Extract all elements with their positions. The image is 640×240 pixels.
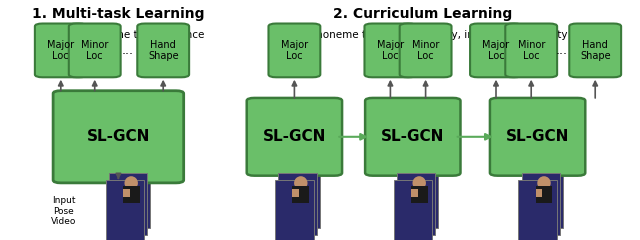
FancyBboxPatch shape bbox=[365, 24, 417, 77]
Text: 2. Curriculum Learning: 2. Curriculum Learning bbox=[333, 7, 512, 21]
Text: Hand
Shape: Hand Shape bbox=[580, 40, 611, 61]
Text: ...: ... bbox=[556, 44, 568, 57]
FancyBboxPatch shape bbox=[112, 166, 150, 228]
FancyBboxPatch shape bbox=[278, 173, 317, 235]
FancyBboxPatch shape bbox=[247, 98, 342, 176]
Text: SL-GCN: SL-GCN bbox=[381, 129, 445, 144]
FancyBboxPatch shape bbox=[35, 24, 87, 77]
FancyBboxPatch shape bbox=[394, 180, 432, 240]
Text: Learn phoneme types sequentially, in order of difficulty: Learn phoneme types sequentially, in ord… bbox=[277, 30, 568, 40]
Text: ...: ... bbox=[122, 44, 134, 57]
FancyBboxPatch shape bbox=[490, 98, 585, 176]
FancyBboxPatch shape bbox=[522, 173, 560, 235]
Text: Minor
Loc: Minor Loc bbox=[412, 40, 439, 61]
Text: Minor
Loc: Minor Loc bbox=[518, 40, 545, 61]
Ellipse shape bbox=[538, 176, 550, 190]
FancyBboxPatch shape bbox=[400, 24, 452, 77]
Text: Major
Loc: Major Loc bbox=[281, 40, 308, 61]
FancyBboxPatch shape bbox=[53, 91, 184, 183]
Ellipse shape bbox=[294, 176, 307, 190]
Text: Hand
Shape: Hand Shape bbox=[148, 40, 179, 61]
FancyBboxPatch shape bbox=[269, 24, 320, 77]
FancyBboxPatch shape bbox=[397, 173, 435, 235]
Text: Input
Pose
Video: Input Pose Video bbox=[51, 196, 77, 226]
Text: Minor
Loc: Minor Loc bbox=[81, 40, 108, 61]
FancyBboxPatch shape bbox=[292, 186, 309, 203]
FancyBboxPatch shape bbox=[275, 180, 314, 240]
Text: Learn all phoneme types at once: Learn all phoneme types at once bbox=[33, 30, 204, 40]
Ellipse shape bbox=[413, 176, 426, 190]
FancyBboxPatch shape bbox=[411, 189, 418, 197]
FancyBboxPatch shape bbox=[292, 189, 300, 197]
FancyBboxPatch shape bbox=[106, 180, 144, 240]
Ellipse shape bbox=[125, 176, 138, 190]
FancyBboxPatch shape bbox=[123, 189, 130, 197]
FancyBboxPatch shape bbox=[282, 166, 320, 228]
Text: SL-GCN: SL-GCN bbox=[262, 129, 326, 144]
FancyBboxPatch shape bbox=[109, 173, 147, 235]
FancyBboxPatch shape bbox=[69, 24, 120, 77]
Text: Major
Loc: Major Loc bbox=[483, 40, 509, 61]
FancyBboxPatch shape bbox=[570, 24, 621, 77]
FancyBboxPatch shape bbox=[470, 24, 522, 77]
FancyBboxPatch shape bbox=[536, 186, 552, 203]
Text: Major
Loc: Major Loc bbox=[47, 40, 74, 61]
FancyBboxPatch shape bbox=[506, 24, 557, 77]
Text: 1. Multi-task Learning: 1. Multi-task Learning bbox=[32, 7, 205, 21]
FancyBboxPatch shape bbox=[123, 186, 140, 203]
Text: Major
Loc: Major Loc bbox=[377, 40, 404, 61]
Text: SL-GCN: SL-GCN bbox=[506, 129, 570, 144]
FancyBboxPatch shape bbox=[400, 166, 438, 228]
Text: SL-GCN: SL-GCN bbox=[86, 129, 150, 144]
FancyBboxPatch shape bbox=[411, 186, 428, 203]
FancyBboxPatch shape bbox=[536, 189, 543, 197]
FancyBboxPatch shape bbox=[365, 98, 461, 176]
FancyBboxPatch shape bbox=[525, 166, 563, 228]
FancyBboxPatch shape bbox=[138, 24, 189, 77]
FancyBboxPatch shape bbox=[518, 180, 557, 240]
